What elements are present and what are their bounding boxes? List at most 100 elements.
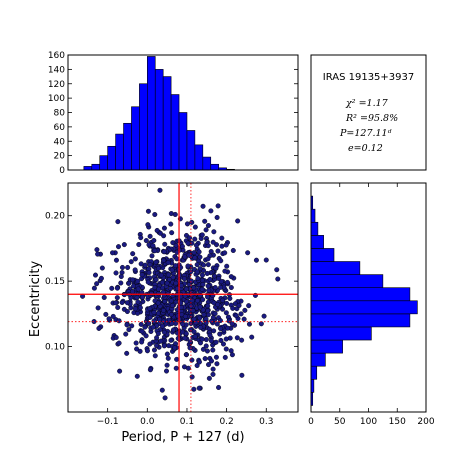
- scatter-point: [110, 313, 116, 319]
- scatter-point: [203, 227, 209, 233]
- scatter-point: [134, 346, 140, 352]
- scatter-point: [189, 219, 195, 225]
- scatter-point: [128, 259, 134, 265]
- scatter-point: [161, 329, 167, 335]
- scatter-point: [96, 325, 102, 331]
- scatter-point: [135, 286, 141, 292]
- top-hist-bar: [147, 56, 156, 171]
- right-hist-xtick-label: 0: [308, 417, 314, 427]
- scatter-point: [148, 290, 154, 296]
- scatter-point: [169, 321, 175, 327]
- scatter-point: [196, 359, 202, 365]
- scatter-point: [205, 308, 211, 314]
- scatter-point: [151, 237, 157, 243]
- scatter-point: [224, 279, 230, 285]
- scatter-point: [208, 208, 214, 214]
- scatter-point: [220, 341, 226, 347]
- scatter-point: [137, 305, 143, 311]
- scatter-ytick-label: 0.15: [45, 277, 65, 287]
- scatter-point: [191, 250, 197, 256]
- scatter-point: [196, 249, 202, 255]
- scatter-point: [234, 335, 240, 341]
- top-hist-bar: [170, 94, 180, 171]
- scatter-point: [182, 335, 188, 341]
- scatter-point: [161, 249, 167, 255]
- scatter-point: [205, 303, 211, 309]
- scatter-point: [203, 337, 209, 343]
- scatter-point: [187, 327, 193, 333]
- scatter-point: [162, 241, 168, 247]
- scatter-point: [235, 218, 241, 224]
- scatter-point: [116, 318, 122, 324]
- scatter-point: [188, 278, 194, 284]
- scatter-point: [261, 313, 267, 319]
- top-hist-ytick-label: 120: [48, 80, 65, 90]
- scatter-point: [205, 262, 211, 268]
- right-hist-bar: [310, 261, 361, 275]
- right-hist-bar: [310, 313, 411, 328]
- scatter-point: [115, 219, 121, 225]
- right-hist-bar: [310, 248, 335, 262]
- scatter-point: [210, 366, 216, 372]
- scatter-point: [215, 203, 221, 209]
- scatter-point: [168, 337, 174, 343]
- top-histogram: 0 20 40 60 80 100 120 140 160: [48, 51, 299, 176]
- scatter-point: [161, 225, 167, 231]
- scatter-point: [218, 258, 224, 264]
- scatter-ytick-label: 0.10: [45, 343, 65, 353]
- scatter-point: [192, 255, 198, 261]
- scatter-point: [158, 338, 164, 344]
- scatter-point: [223, 346, 229, 352]
- right-hist-bar: [310, 339, 343, 354]
- scatter-point: [165, 355, 171, 361]
- right-hist-bar: [310, 352, 326, 367]
- scatter-point: [228, 285, 234, 291]
- scatter-point: [135, 310, 141, 316]
- scatter-point: [99, 265, 105, 271]
- scatter-point: [194, 363, 200, 369]
- scatter-point: [118, 280, 124, 286]
- scatter-point: [198, 324, 204, 330]
- scatter-point: [142, 262, 148, 268]
- scatter-point: [217, 331, 223, 337]
- scatter-point: [218, 284, 224, 290]
- scatter-point: [187, 345, 193, 351]
- scatter-point: [125, 264, 131, 270]
- scatter-point: [159, 280, 165, 286]
- top-hist-bar: [139, 83, 148, 171]
- scatter-point: [223, 242, 229, 248]
- scatter-point: [224, 263, 230, 269]
- scatter-point: [195, 275, 201, 281]
- scatter-point: [203, 343, 209, 349]
- scatter-point: [98, 275, 104, 281]
- info-box-frame: [310, 54, 427, 171]
- scatter-xtick-label: 0.2: [219, 417, 233, 427]
- scatter-point: [114, 285, 120, 291]
- scatter-point: [173, 365, 179, 371]
- scatter-point: [139, 294, 145, 300]
- scatter-point: [169, 267, 175, 273]
- info-line-r2: R² =95.8%: [345, 113, 398, 124]
- scatter-xtick-label: 0.3: [259, 417, 273, 427]
- scatter-point: [135, 278, 141, 284]
- scatter-point: [94, 247, 100, 253]
- scatter-point: [115, 304, 121, 310]
- scatter-point: [206, 375, 212, 381]
- scatter-point: [192, 334, 198, 340]
- scatter-point: [215, 302, 221, 308]
- scatter-point: [132, 306, 138, 312]
- main-scatter: −0.1 0.0 0.1 0.2 0.3 0.10 0.15 0.20: [45, 182, 299, 427]
- scatter-point: [113, 270, 119, 276]
- scatter-ytick-label: 0.20: [45, 212, 65, 222]
- scatter-point: [151, 347, 157, 353]
- scatter-point: [195, 298, 201, 304]
- scatter-point: [219, 235, 225, 241]
- scatter-point: [95, 305, 101, 311]
- scatter-point: [201, 312, 207, 318]
- scatter-point: [204, 239, 210, 245]
- scatter-point: [200, 203, 206, 209]
- scatter-point: [194, 262, 200, 268]
- right-hist-xtick-label: 150: [389, 417, 406, 427]
- right-hist-xtick-label: 50: [334, 417, 346, 427]
- scatter-point: [147, 233, 153, 239]
